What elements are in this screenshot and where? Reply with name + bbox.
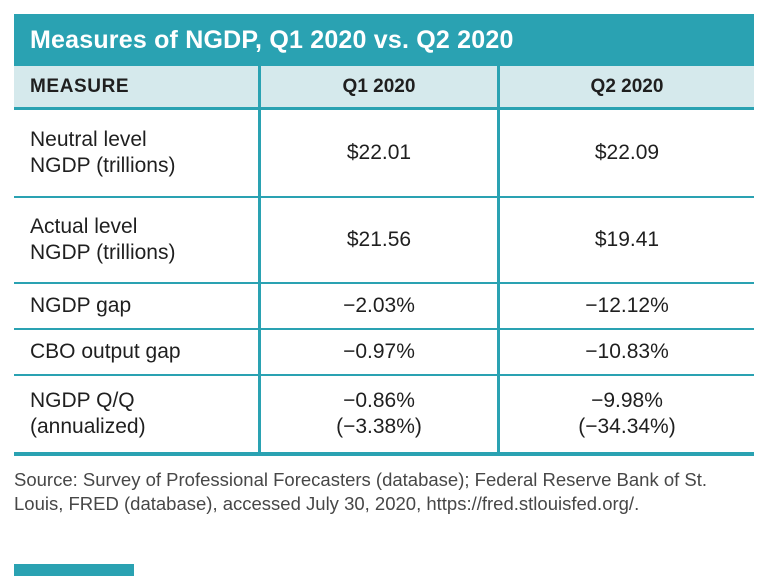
ngdp-table-figure: Measures of NGDP, Q1 2020 vs. Q2 2020 ME… (14, 14, 754, 516)
cell-q2: −9.98% (−34.34%) (497, 376, 754, 452)
cell-measure: CBO output gap (30, 340, 181, 363)
table-header-row: MEASURE Q1 2020 Q2 2020 (14, 66, 754, 110)
cell-q2: $22.09 (497, 110, 754, 196)
cell-q2: −12.12% (497, 284, 754, 328)
cell-measure: NGDP gap (30, 294, 132, 317)
ngdp-table: MEASURE Q1 2020 Q2 2020 Neutral level NG… (14, 66, 754, 456)
column-header-measure: MEASURE (30, 75, 130, 97)
cell-q2: $19.41 (497, 198, 754, 282)
table-row: Neutral level NGDP (trillions) $22.01 $2… (14, 110, 754, 196)
cell-q1: −0.97% (258, 330, 497, 374)
column-header-q1-2020: Q1 2020 (258, 66, 497, 107)
cell-measure: Neutral level NGDP (trillions) (30, 128, 176, 177)
cell-q1: $21.56 (258, 198, 497, 282)
table-title: Measures of NGDP, Q1 2020 vs. Q2 2020 (14, 14, 754, 66)
column-header-q2-2020: Q2 2020 (497, 66, 754, 107)
table-row: NGDP gap −2.03% −12.12% (14, 282, 754, 328)
cell-q1: $22.01 (258, 110, 497, 196)
table-row: NGDP Q/Q (annualized) −0.86% (−3.38%) −9… (14, 374, 754, 452)
cell-measure: NGDP Q/Q (annualized) (30, 389, 146, 438)
cell-q1: −0.86% (−3.38%) (258, 376, 497, 452)
cell-q2: −10.83% (497, 330, 754, 374)
source-note: Source: Survey of Professional Forecaste… (14, 469, 708, 514)
cell-measure: Actual level NGDP (trillions) (30, 215, 176, 264)
table-row: CBO output gap −0.97% −10.83% (14, 328, 754, 374)
cell-q1: −2.03% (258, 284, 497, 328)
table-row: Actual level NGDP (trillions) $21.56 $19… (14, 196, 754, 282)
footer-accent-bar (14, 564, 134, 576)
